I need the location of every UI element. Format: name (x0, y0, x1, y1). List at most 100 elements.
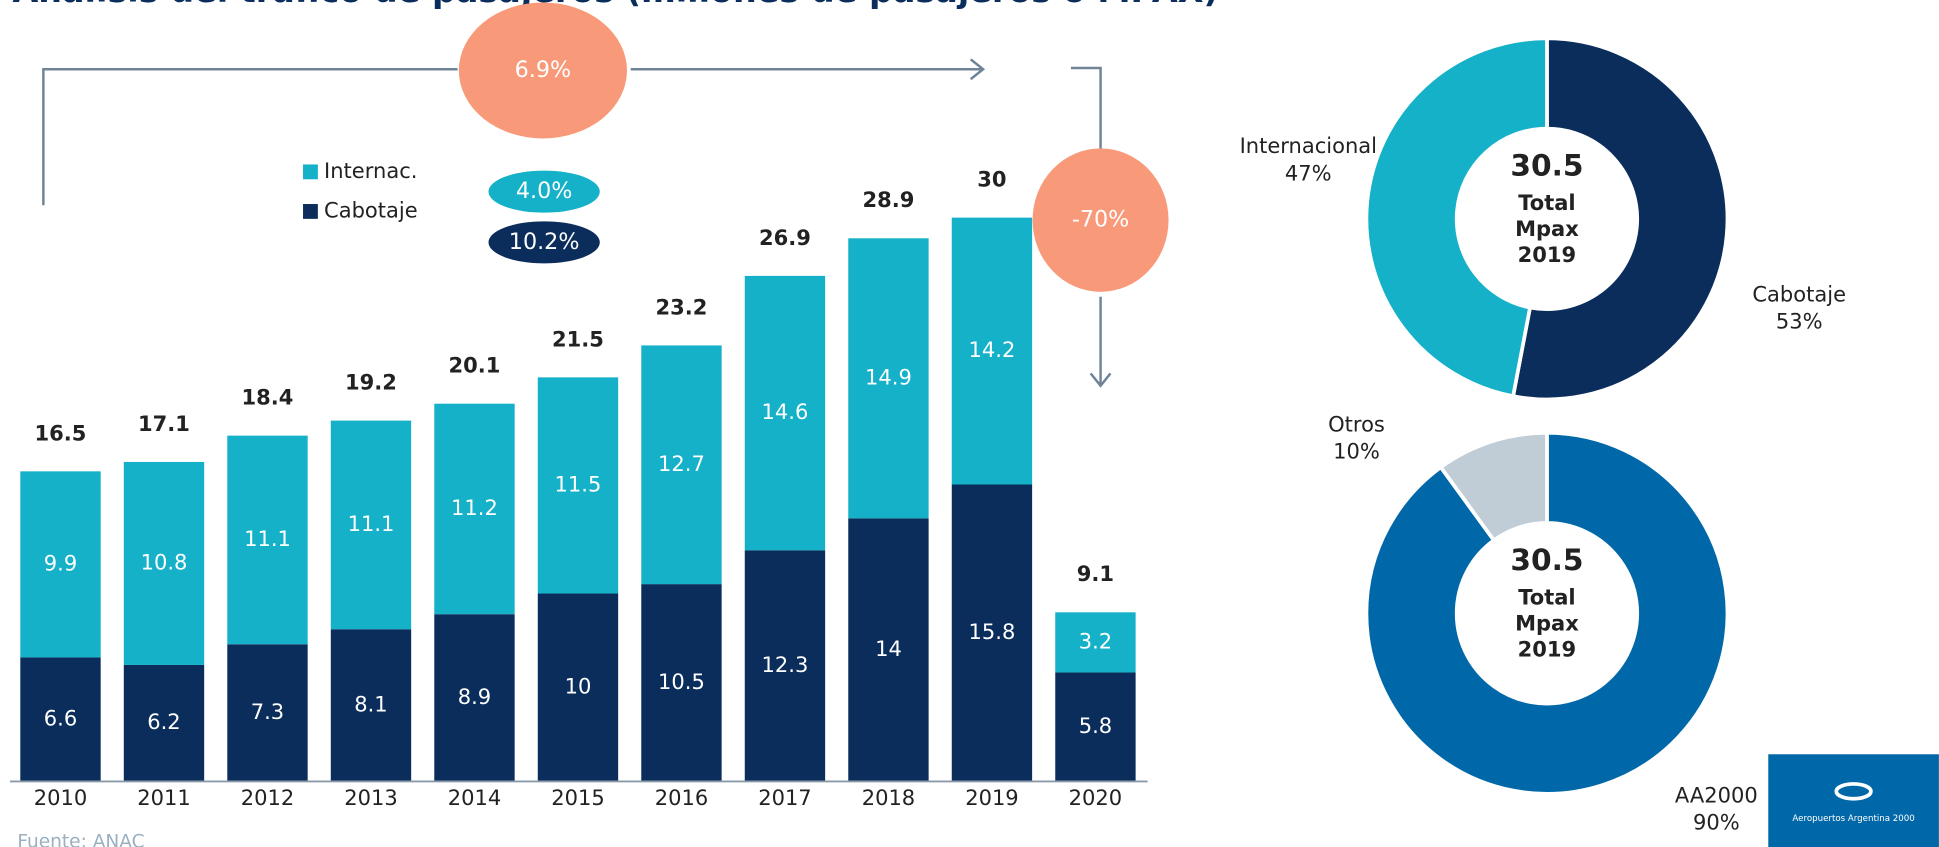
value-label: 9.9 (44, 550, 77, 575)
bar-segment (951, 217, 1033, 485)
donut-slice (1438, 430, 1549, 543)
annotation: -70% (1072, 207, 1129, 233)
center-text: Total (1518, 584, 1575, 609)
value-label: 14.2 (969, 337, 1016, 362)
bar-segment (744, 275, 826, 551)
bar-segment (330, 420, 412, 630)
value-label: 6.2 (147, 709, 180, 734)
slice-label: Internacional (1240, 133, 1377, 158)
total-label: 26.9 (759, 225, 811, 250)
bar-segment (20, 471, 101, 658)
bar-segment (537, 377, 619, 594)
slice-label: Cabotaje (1752, 282, 1846, 307)
bracket (1070, 66, 1102, 161)
center-text: Mpax (1515, 610, 1579, 635)
x-tick-label: 2013 (344, 785, 397, 810)
value-label: 8.9 (458, 684, 491, 709)
center-text: Total (1518, 190, 1575, 215)
total-label: 17.1 (138, 411, 190, 436)
bar-segment (848, 238, 929, 519)
slice-value-label: 10% (1333, 439, 1380, 464)
arrow (630, 58, 986, 81)
total-label: 21.5 (552, 326, 604, 351)
legend-swatch (303, 204, 318, 219)
source: Fuente: ANAC (17, 832, 144, 847)
total-label: 23.2 (656, 294, 708, 319)
value-label: 5.8 (1079, 713, 1112, 738)
slice-label: Otros (1328, 411, 1385, 436)
slice-label: AA2000 (1675, 782, 1758, 807)
x-tick-label: 2020 (1069, 785, 1122, 810)
bar-segment (123, 664, 205, 782)
bar-segment (641, 584, 722, 782)
logo-icon (1834, 782, 1873, 801)
center-value: 30.5 (1510, 542, 1583, 577)
center-value: 30.5 (1510, 147, 1583, 182)
arrow (1089, 296, 1112, 388)
annotation: 4.0% (516, 178, 573, 204)
value-label: 14.6 (762, 399, 809, 424)
x-tick-label: 2011 (137, 785, 190, 810)
center-text: 2019 (1518, 242, 1577, 267)
annotation: 10.2% (509, 229, 580, 255)
x-tick-label: 2015 (551, 785, 604, 810)
bar-segment (951, 484, 1033, 782)
slice-value-label: 53% (1776, 309, 1823, 334)
legend-label: Cabotaje (324, 197, 418, 222)
x-tick-label: 2012 (241, 785, 294, 810)
bar-segment (1055, 672, 1136, 782)
value-label: 3.2 (1079, 628, 1112, 653)
total-label: 20.1 (449, 353, 501, 378)
value-label: 12.3 (762, 652, 809, 677)
center-text: Mpax (1515, 216, 1579, 241)
logo-text: Aeropuertos Argentina 2000 (1792, 814, 1914, 824)
bar-segment (123, 461, 205, 665)
total-label: 16.5 (35, 420, 87, 445)
donut-slice (1364, 36, 1549, 399)
total-label: 19.2 (345, 370, 397, 395)
legend-label: Internac. (324, 158, 417, 183)
arrows (42, 58, 1112, 388)
bar-segment (537, 593, 619, 782)
value-label: 11.2 (451, 495, 498, 520)
bar-segment (848, 518, 929, 782)
value-label: 6.6 (44, 705, 77, 730)
value-label: 10 (565, 673, 592, 698)
donut-slice (1510, 36, 1730, 402)
slice-value-label: 47% (1285, 160, 1332, 185)
bar-segment (1055, 612, 1136, 673)
value-label: 11.1 (244, 526, 291, 551)
value-label: 7.3 (251, 699, 284, 724)
bar-segment (20, 657, 101, 782)
bar-segment (330, 629, 412, 782)
total-label: 18.4 (242, 385, 294, 410)
annotation-bubble (488, 170, 600, 213)
value-label: 10.5 (658, 669, 705, 694)
bar-segment (744, 550, 826, 782)
annotation-bubble (488, 221, 600, 264)
value-label: 14.9 (865, 364, 912, 389)
legend-swatch (303, 164, 318, 180)
title: Análisis del tráfico de pasajeros (millo… (12, 0, 1218, 10)
value-label: 12.7 (658, 451, 705, 476)
x-tick-label: 2019 (965, 785, 1018, 810)
value-label: 11.5 (555, 471, 602, 496)
x-tick-label: 2014 (448, 785, 501, 810)
slice-value-label: 90% (1693, 810, 1740, 835)
annotation-bubble (1032, 148, 1169, 292)
bar-segment (227, 435, 308, 645)
value-label: 10.8 (141, 549, 188, 574)
value-label: 14 (875, 636, 902, 661)
value-label: 15.8 (969, 619, 1016, 644)
annotation-bubble (458, 2, 627, 139)
bar-segment (434, 403, 515, 615)
total-label: 28.9 (863, 187, 915, 212)
donut-slice (1364, 430, 1730, 796)
bar-segment (641, 345, 722, 585)
value-label: 11.1 (348, 511, 395, 536)
x-tick-label: 2017 (758, 785, 811, 810)
value-label: 8.1 (354, 691, 387, 716)
x-tick-label: 2018 (862, 785, 915, 810)
total-label: 30 (977, 167, 1006, 192)
